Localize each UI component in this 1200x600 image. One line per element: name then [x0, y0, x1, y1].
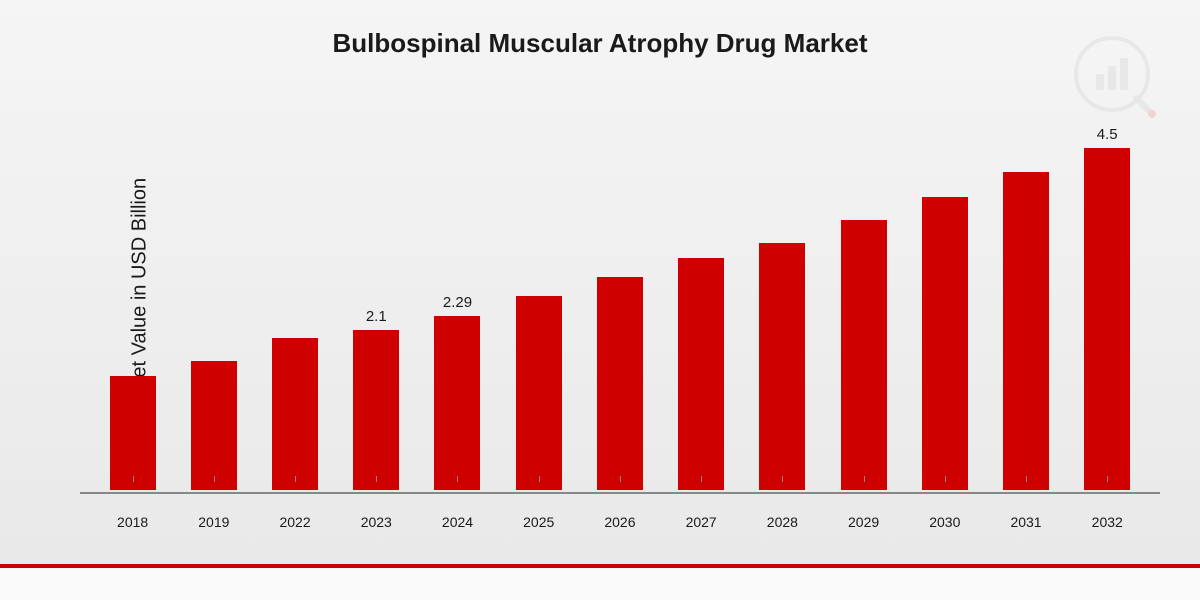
chart-container: 2.12.294.5 20182019202220232024202520262… — [70, 110, 1170, 530]
x-axis-label: 2018 — [110, 514, 156, 530]
bar-wrapper — [191, 361, 237, 490]
x-axis-label: 2025 — [516, 514, 562, 530]
plot-area: 2.1 2.29 4.5 — [80, 110, 1160, 490]
chart-title: Bulbospinal Muscular Atrophy Drug Market — [0, 0, 1200, 59]
x-tick — [376, 476, 377, 482]
bar-wrapper: 2.1 — [353, 330, 399, 490]
x-tick — [539, 476, 540, 482]
bar — [516, 296, 562, 490]
bar — [353, 330, 399, 490]
bar — [110, 376, 156, 490]
x-axis-line — [80, 492, 1160, 494]
x-label-text: 2030 — [922, 514, 968, 530]
bar — [1084, 148, 1130, 490]
x-axis-label: 2024 — [434, 514, 480, 530]
bar — [434, 316, 480, 490]
x-axis-label: 2026 — [597, 514, 643, 530]
x-label-text: 2026 — [597, 514, 643, 530]
bar — [597, 277, 643, 490]
bar-value-label: 2.29 — [443, 294, 472, 311]
bar-wrapper — [516, 296, 562, 490]
bar-wrapper — [1003, 172, 1049, 490]
x-label-text: 2018 — [110, 514, 156, 530]
x-tick — [620, 476, 621, 482]
x-tick — [945, 476, 946, 482]
x-axis-label: 2030 — [922, 514, 968, 530]
x-axis-label: 2019 — [191, 514, 237, 530]
x-axis-label: 2031 — [1003, 514, 1049, 530]
x-axis-label: 2028 — [759, 514, 805, 530]
bar-wrapper — [272, 338, 318, 490]
x-tick — [295, 476, 296, 482]
x-axis-label: 2023 — [353, 514, 399, 530]
bar-wrapper: 2.29 — [434, 316, 480, 490]
x-tick — [864, 476, 865, 482]
bar-wrapper: 4.5 — [1084, 148, 1130, 490]
bar — [678, 258, 724, 490]
bar-value-label: 2.1 — [366, 308, 387, 325]
x-label-text: 2022 — [272, 514, 318, 530]
x-tick — [701, 476, 702, 482]
x-tick — [782, 476, 783, 482]
bar — [759, 243, 805, 490]
bar — [841, 220, 887, 490]
x-labels-group: 2018 2019 2022 2023 2024 2025 2026 2027 2028 2029… — [80, 514, 1160, 530]
bar-wrapper — [678, 258, 724, 490]
bar-wrapper — [110, 376, 156, 490]
x-axis-label: 2027 — [678, 514, 724, 530]
bars-group: 2.1 2.29 4.5 — [80, 110, 1160, 490]
x-label-text: 2027 — [678, 514, 724, 530]
x-label-text: 2028 — [759, 514, 805, 530]
x-tick — [133, 476, 134, 482]
bar-wrapper — [841, 220, 887, 490]
x-axis-label: 2029 — [841, 514, 887, 530]
x-tick — [214, 476, 215, 482]
accent-fill — [0, 568, 1200, 600]
x-label-text: 2029 — [841, 514, 887, 530]
bar — [922, 197, 968, 490]
x-tick — [1107, 476, 1108, 482]
x-axis-label: 2022 — [272, 514, 318, 530]
bar — [1003, 172, 1049, 490]
bottom-accent — [0, 564, 1200, 600]
bar-wrapper — [597, 277, 643, 490]
bar — [191, 361, 237, 490]
x-tick — [1026, 476, 1027, 482]
bar — [272, 338, 318, 490]
bar-wrapper — [759, 243, 805, 490]
x-axis-label: 2032 — [1084, 514, 1130, 530]
x-label-text: 2024 — [434, 514, 480, 530]
x-tick — [457, 476, 458, 482]
bar-wrapper — [922, 197, 968, 490]
bar-value-label: 4.5 — [1097, 126, 1118, 143]
x-label-text: 2031 — [1003, 514, 1049, 530]
x-label-text: 2032 — [1084, 514, 1130, 530]
x-label-text: 2019 — [191, 514, 237, 530]
x-label-text: 2025 — [516, 514, 562, 530]
x-label-text: 2023 — [353, 514, 399, 530]
